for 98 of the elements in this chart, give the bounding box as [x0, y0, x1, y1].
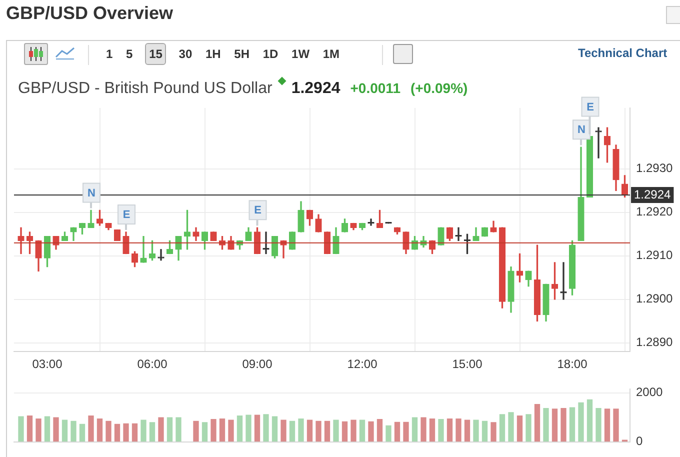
bar — [534, 404, 540, 442]
annotation: E — [586, 101, 594, 114]
bar — [342, 421, 348, 442]
chart-title: GBP/USD Overview — [6, 3, 174, 24]
bar — [132, 423, 138, 442]
bar — [254, 414, 260, 442]
y-tick-label: 1.2890 — [636, 335, 674, 350]
bar — [490, 422, 496, 442]
bar — [193, 420, 199, 442]
y-tick-label: 1.2920 — [636, 204, 674, 219]
y-tick-label: 1.2900 — [636, 292, 674, 306]
bar — [543, 408, 549, 442]
bar — [158, 417, 164, 442]
y-tick-label: 2000 — [636, 385, 664, 400]
annotation: E — [254, 204, 262, 217]
bar — [280, 420, 286, 442]
bar — [613, 408, 619, 442]
bar — [18, 416, 24, 442]
bar — [552, 408, 558, 442]
bar — [516, 416, 523, 442]
bar — [473, 420, 479, 442]
bar — [88, 416, 94, 442]
bar — [316, 420, 322, 442]
bar — [298, 418, 304, 442]
bar — [464, 420, 470, 442]
bar — [560, 408, 566, 442]
annotation: N — [88, 187, 96, 200]
bar — [236, 416, 243, 442]
bar — [333, 420, 339, 442]
bar — [368, 421, 374, 442]
bar — [456, 418, 462, 442]
x-tick-label: 09:00 — [242, 357, 273, 372]
bar — [438, 418, 444, 442]
x-tick-label: 12:00 — [347, 357, 378, 372]
bar — [36, 418, 42, 442]
bar — [306, 420, 313, 442]
bar — [446, 418, 453, 442]
bar — [26, 416, 33, 442]
bar — [569, 407, 576, 442]
text: Technical Chart — [578, 46, 668, 60]
bar — [79, 424, 86, 442]
y-tick-label: 1.2910 — [636, 248, 674, 262]
bar — [176, 417, 182, 442]
chart-subtitle: GBP/USD - British Pound US Dollar — [18, 80, 272, 98]
bar — [166, 417, 173, 442]
bar — [263, 414, 269, 442]
bar — [114, 424, 120, 442]
bar — [96, 418, 103, 442]
bar — [228, 420, 234, 442]
bar — [123, 423, 129, 442]
bar — [429, 418, 436, 442]
bar — [499, 414, 506, 442]
bar — [140, 420, 146, 442]
bar — [202, 422, 208, 442]
candlestick — [595, 127, 602, 158]
candlestick — [140, 236, 147, 263]
text: +0.0011 — [350, 80, 400, 96]
bar — [482, 420, 488, 442]
y-tick-label: 1.2930 — [636, 161, 674, 176]
bar — [578, 402, 584, 442]
bar — [272, 416, 278, 442]
bar — [289, 420, 296, 442]
bar — [386, 425, 392, 442]
text: 1 5 15 30 1H 5H 1D 1W 1M — [106, 47, 340, 61]
bar — [53, 417, 59, 442]
bar — [359, 420, 366, 442]
bar — [70, 420, 76, 442]
bar — [376, 418, 383, 442]
annotation: N — [578, 124, 586, 136]
bar — [508, 412, 514, 442]
bar — [219, 418, 226, 442]
bar — [350, 420, 356, 442]
bar — [62, 420, 68, 442]
candlestick — [158, 249, 164, 261]
text: 1.2924 — [291, 80, 340, 98]
bar — [324, 420, 330, 442]
bar — [604, 408, 610, 442]
x-tick-label: 06:00 — [137, 357, 168, 372]
text: (+0.09%) — [410, 80, 468, 96]
bar — [420, 417, 426, 442]
ref-line-label: 1.2924 — [634, 187, 672, 202]
bar — [246, 414, 252, 442]
bar — [403, 422, 409, 442]
bar — [106, 420, 112, 442]
x-tick-label: 03:00 — [32, 357, 63, 372]
bar — [586, 399, 593, 442]
x-tick-label: 18:00 — [557, 357, 588, 372]
bar — [44, 416, 50, 442]
candlestick — [18, 227, 24, 254]
bar — [149, 422, 156, 442]
bar — [526, 414, 532, 442]
annotation: E — [122, 209, 130, 222]
bar — [210, 418, 216, 442]
bar — [412, 417, 418, 442]
y-tick-label: 0 — [636, 434, 643, 448]
bar — [394, 422, 400, 442]
x-tick-label: 15:00 — [452, 357, 483, 372]
bar — [596, 408, 602, 442]
